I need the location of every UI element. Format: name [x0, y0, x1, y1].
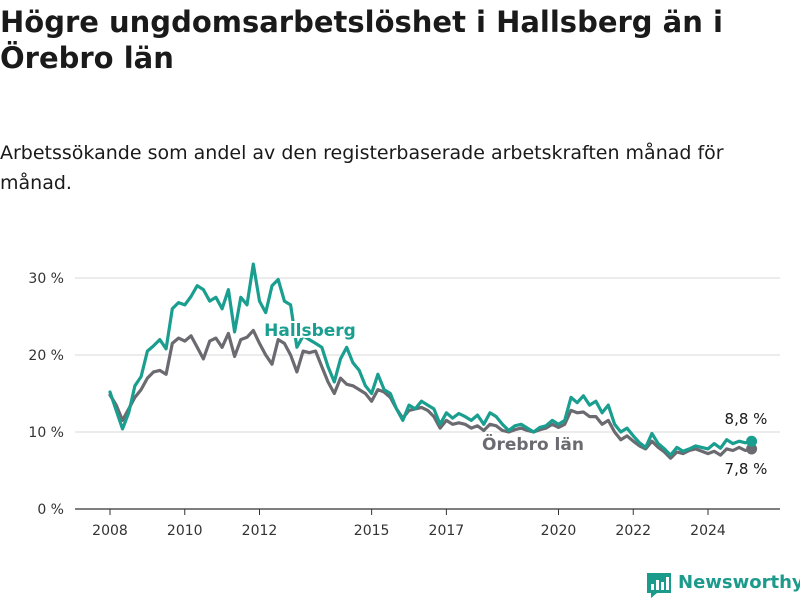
x-tick-label: 2022 — [615, 523, 651, 539]
x-tick-label: 2015 — [354, 523, 390, 539]
orebro-end-point — [746, 443, 758, 455]
y-tick-label: 20 % — [28, 348, 64, 364]
hallsberg-series-label: Hallsberg — [264, 321, 356, 341]
newsworthy-logo-icon — [647, 573, 671, 598]
y-tick-label: 10 % — [28, 425, 64, 441]
x-tick-label: 2017 — [429, 523, 465, 539]
brand-name: Newsworthy — [678, 572, 800, 593]
series-lines — [108, 262, 758, 460]
orebro-series-label: Örebro län — [482, 433, 584, 455]
y-tick-label: 30 % — [28, 271, 64, 287]
chart-labels: Hallsberg Örebro län 8,8 % 7,8 % — [262, 319, 768, 478]
hallsberg-end-point — [746, 435, 758, 447]
hallsberg-end-label: 8,8 % — [725, 410, 768, 428]
x-tick-label: 2010 — [167, 523, 203, 539]
chart-subtitle: Arbetssökande som andel av den registerb… — [0, 142, 724, 194]
x-tick-label: 2024 — [690, 523, 726, 539]
y-tick-label: 0 % — [37, 502, 64, 518]
newsworthy-logo: Newsworthy — [646, 571, 800, 599]
x-tick-label: 2012 — [242, 523, 278, 539]
hallsberg-line — [108, 262, 754, 457]
orebro-end-label: 7,8 % — [725, 460, 768, 478]
chart-title: Högre ungdomsarbetslöshet i Hallsberg än… — [0, 5, 723, 75]
x-tick-label: 2008 — [92, 523, 128, 539]
x-tick-label: 2020 — [541, 523, 577, 539]
grid-lines — [75, 277, 780, 433]
axes: 0 % 10 % 20 % 30 % 2008 2010 2012 2015 2017 2020 2… — [28, 271, 780, 539]
